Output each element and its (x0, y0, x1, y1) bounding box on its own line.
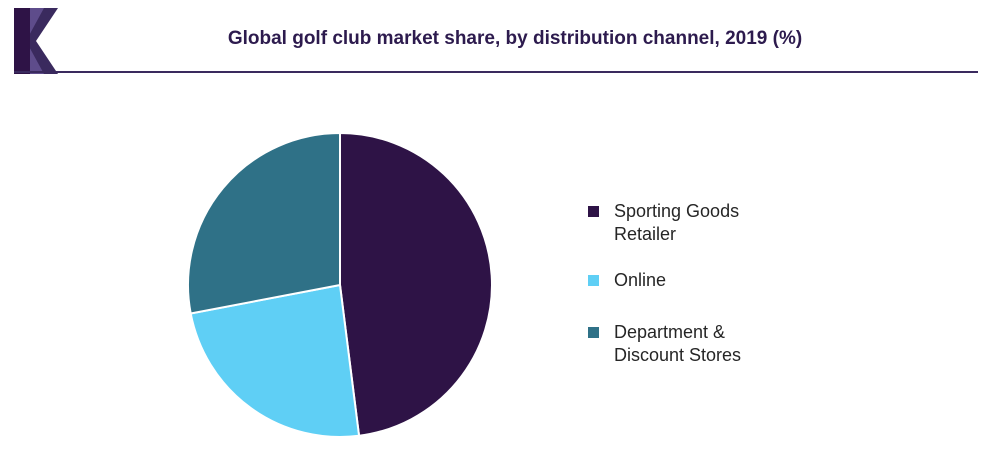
brand-logo-icon (14, 8, 58, 74)
header-divider (14, 71, 978, 73)
legend-swatch (588, 275, 599, 286)
legend-label: Online (614, 270, 667, 290)
pie-slice-2 (187, 131, 341, 315)
legend-label: Department & Discount Stores (614, 322, 742, 365)
legend-label: Sporting Goods Retailer (614, 201, 740, 244)
pie-slice-0 (339, 131, 493, 437)
chart-header: Global golf club market share, by distri… (0, 0, 986, 76)
legend-swatch (588, 206, 599, 217)
pie-slice-1 (189, 283, 361, 438)
legend-swatch (588, 327, 599, 338)
pie-chart (187, 131, 493, 438)
chart-title: Global golf club market share, by distri… (227, 28, 803, 49)
